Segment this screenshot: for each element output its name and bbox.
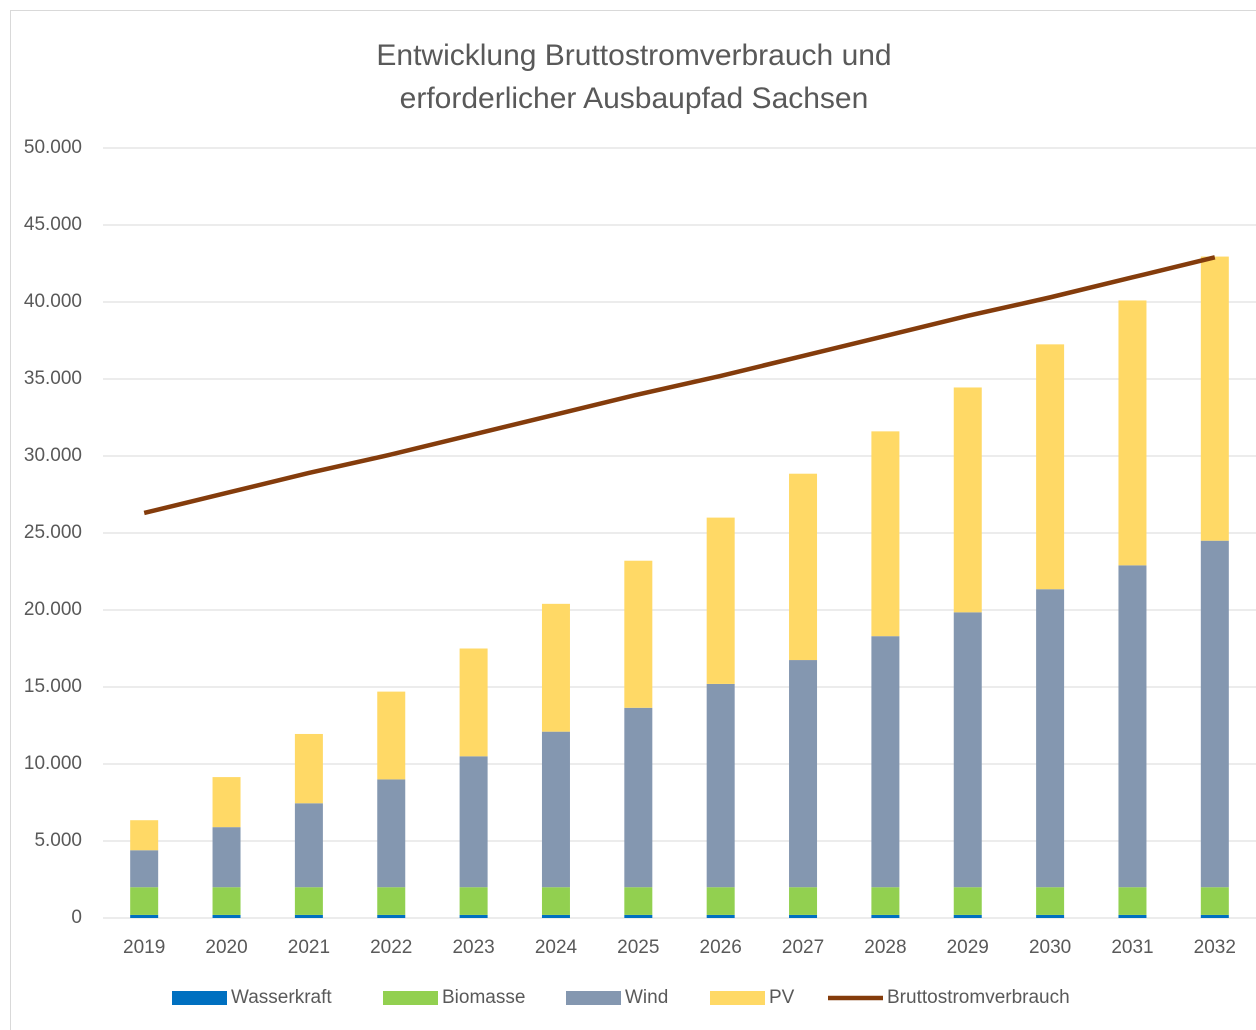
bar-segment bbox=[377, 887, 406, 915]
bar-segment bbox=[1200, 540, 1229, 888]
bar-segment bbox=[459, 756, 488, 888]
legend-swatch bbox=[710, 991, 765, 1005]
bar-segment bbox=[1200, 256, 1229, 541]
bar-segment bbox=[212, 827, 241, 888]
bar-segment bbox=[459, 914, 488, 918]
bar-segment bbox=[871, 887, 900, 915]
bar-segment bbox=[871, 431, 900, 637]
x-tick-label: 2024 bbox=[535, 937, 578, 958]
chart-title: Entwicklung Bruttostromverbrauch und bbox=[376, 39, 891, 72]
y-tick-label: 20.000 bbox=[24, 599, 82, 620]
bar-segment bbox=[294, 887, 323, 915]
bar-segment bbox=[212, 914, 241, 918]
bar-segment bbox=[377, 914, 406, 918]
bar-segment bbox=[953, 914, 982, 918]
y-tick-label: 5.000 bbox=[34, 830, 82, 851]
bar-segment bbox=[541, 914, 570, 918]
line bbox=[143, 255, 1216, 516]
bar-segment bbox=[1118, 300, 1147, 566]
bar-segment bbox=[1118, 914, 1147, 918]
bar-segment bbox=[1036, 344, 1065, 590]
x-tick-label: 2020 bbox=[205, 937, 247, 958]
bar-segment bbox=[459, 887, 488, 915]
bar-segment bbox=[953, 887, 982, 915]
y-tick-label: 35.000 bbox=[24, 368, 82, 389]
chart-title: erforderlicher Ausbaupfad Sachsen bbox=[400, 82, 869, 115]
bar-segment bbox=[130, 820, 159, 851]
y-tick-label: 0 bbox=[71, 907, 82, 928]
x-tick-label: 2030 bbox=[1029, 937, 1071, 958]
x-tick-label: 2021 bbox=[288, 937, 330, 958]
y-tick-label: 50.000 bbox=[24, 137, 82, 158]
x-tick-label: 2025 bbox=[617, 937, 659, 958]
bar-segment bbox=[212, 887, 241, 915]
bar-segment bbox=[459, 648, 488, 757]
bar-segment bbox=[789, 914, 818, 918]
bar-segment bbox=[1118, 887, 1147, 915]
x-tick-label: 2023 bbox=[452, 937, 494, 958]
bar-segment bbox=[377, 691, 406, 780]
legend-swatch bbox=[172, 991, 227, 1005]
y-tick-label: 30.000 bbox=[24, 445, 82, 466]
y-tick-label: 15.000 bbox=[24, 676, 82, 697]
bar-segment bbox=[706, 887, 735, 915]
bar-segment bbox=[953, 387, 982, 613]
bar-segment bbox=[871, 636, 900, 888]
bar-segment bbox=[706, 914, 735, 918]
bar-segment bbox=[1036, 887, 1065, 915]
bar-segment bbox=[212, 777, 241, 828]
legend-label: PV bbox=[769, 987, 795, 1008]
legend-swatch bbox=[383, 991, 438, 1005]
bar-segment bbox=[871, 914, 900, 918]
bar-segment bbox=[130, 887, 159, 915]
bar-segment bbox=[1200, 887, 1229, 915]
bar-segment bbox=[706, 683, 735, 888]
bar-segment bbox=[541, 731, 570, 888]
legend-label: Wasserkraft bbox=[231, 987, 332, 1008]
y-tick-label: 25.000 bbox=[24, 522, 82, 543]
bar-segment bbox=[294, 914, 323, 918]
bar-segment bbox=[541, 603, 570, 732]
bar-segment bbox=[130, 850, 159, 888]
x-tick-label: 2029 bbox=[947, 937, 989, 958]
bar-segment bbox=[706, 517, 735, 684]
legend-label: Biomasse bbox=[442, 987, 525, 1008]
x-tick-label: 2022 bbox=[370, 937, 412, 958]
bar-segment bbox=[377, 779, 406, 888]
bar-segment bbox=[541, 887, 570, 915]
x-tick-label: 2026 bbox=[700, 937, 742, 958]
bar-segment bbox=[294, 803, 323, 888]
legend-swatch bbox=[566, 991, 621, 1005]
y-tick-label: 10.000 bbox=[24, 753, 82, 774]
bar-segment bbox=[294, 733, 323, 804]
bar-segment bbox=[789, 660, 818, 888]
chart-border bbox=[10, 10, 1256, 1030]
bar-segment bbox=[953, 612, 982, 888]
bar-segment bbox=[624, 887, 653, 915]
bar-segment bbox=[624, 914, 653, 918]
y-tick-label: 45.000 bbox=[24, 214, 82, 235]
bar-segment bbox=[130, 914, 159, 918]
bar-segment bbox=[789, 473, 818, 661]
bar-segment bbox=[1036, 589, 1065, 888]
bar-segment bbox=[624, 707, 653, 888]
bar-segment bbox=[789, 887, 818, 915]
bar-segment bbox=[1200, 914, 1229, 918]
y-tick-label: 40.000 bbox=[24, 291, 82, 312]
x-tick-label: 2028 bbox=[864, 937, 906, 958]
bar-segment bbox=[1036, 914, 1065, 918]
x-tick-label: 2027 bbox=[782, 937, 824, 958]
x-tick-label: 2019 bbox=[123, 937, 165, 958]
legend-label: Bruttostromverbrauch bbox=[887, 987, 1070, 1008]
bar-segment bbox=[1118, 565, 1147, 888]
x-tick-label: 2031 bbox=[1111, 937, 1153, 958]
x-tick-label: 2032 bbox=[1194, 937, 1236, 958]
bar-segment bbox=[624, 560, 653, 708]
legend-label: Wind bbox=[625, 987, 668, 1008]
